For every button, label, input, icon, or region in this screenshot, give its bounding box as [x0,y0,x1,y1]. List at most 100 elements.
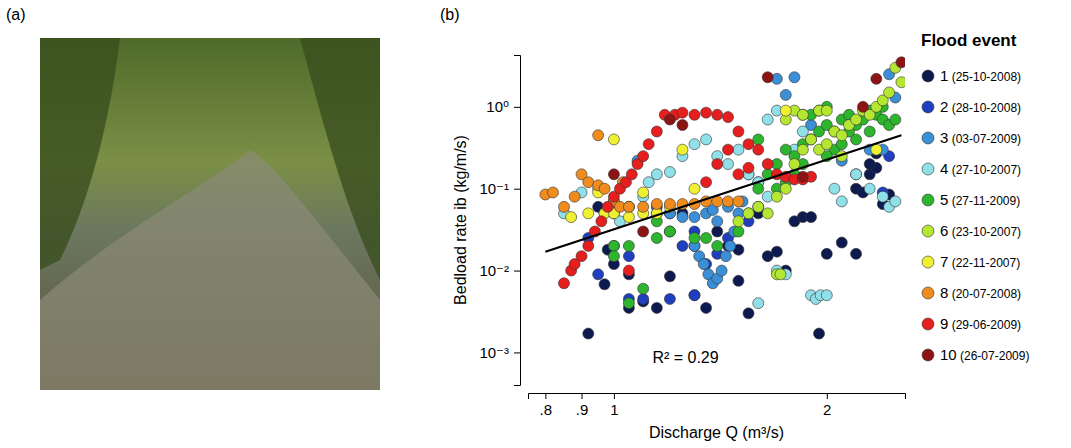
x-tick-mark [582,393,583,399]
y-tick-label: 10⁻² [479,262,509,279]
point [733,126,744,137]
y-tick: 10⁻¹ [479,180,520,197]
point [701,107,712,118]
x-tick: 2 [823,393,831,418]
point [651,232,662,243]
legend-marker [922,318,934,330]
point [743,208,754,219]
point [753,201,764,212]
y-axis: 10⁻³10⁻²10⁻¹10⁰ [479,56,520,386]
point [836,196,847,207]
point [623,240,634,251]
legend-label: 2 (28-10-2008) [940,98,1021,115]
point [664,226,675,237]
point [877,191,888,202]
series [558,105,900,309]
point [712,216,723,227]
point [547,187,558,198]
point [689,109,700,120]
series [733,62,905,280]
point [723,144,734,155]
point [720,251,731,262]
point [806,212,817,223]
point [762,208,773,219]
photo-stream [40,150,380,390]
point [608,169,619,180]
point [638,201,649,212]
legend-label: 7 (22-11-2007) [940,253,1020,270]
x-tick: 1 [610,393,618,418]
y-axis-title: Bedload rate ib (kg/m/s) [452,135,469,305]
point [743,308,754,319]
point [836,130,847,141]
point [896,57,905,68]
point [821,105,832,116]
point [664,199,675,210]
legend-marker [922,101,934,113]
y-tick-mark [514,189,520,190]
point [677,120,688,131]
point [651,199,662,210]
point [638,187,649,198]
legend-marker [922,225,934,237]
point [677,240,688,251]
point [677,144,688,155]
point [851,169,862,180]
point [593,269,604,280]
point [623,251,634,262]
point [689,290,700,301]
point [638,226,649,237]
legend-label: 8 (20-07-2008) [940,284,1021,301]
point [677,212,688,223]
point [583,328,594,339]
x-tick-label: .8 [540,401,553,418]
point [596,216,607,227]
point [851,248,862,259]
series [608,57,905,237]
point [797,109,808,120]
point [725,240,736,251]
legend-label: 6 (23-10-2007) [940,222,1021,239]
point [558,278,569,289]
point [599,279,610,290]
point [716,265,727,276]
point [723,196,734,207]
point [762,251,773,262]
point [733,169,744,180]
point [821,290,832,301]
legend-label: 10 (26-07-2009) [940,346,1029,363]
photo-trees [40,38,380,280]
x-tick-mark [545,393,546,399]
photo [40,38,380,390]
annotation: R² = 0.29 [652,349,718,366]
point [583,240,594,251]
point [829,183,840,194]
point [762,114,773,125]
point [797,171,808,182]
legend-label: 1 (25-10-2008) [940,67,1021,84]
point [821,248,832,259]
point [762,72,773,83]
point [884,87,895,98]
point [638,283,649,294]
point [566,212,577,223]
point [623,201,634,212]
point [623,298,634,309]
point [797,126,808,137]
point [701,177,712,188]
point [753,144,764,155]
point [608,251,619,262]
point [780,89,791,100]
point [583,177,594,188]
series [583,148,895,339]
y-tick-mark [514,271,520,272]
point [771,191,782,202]
point [701,134,712,145]
point [593,130,604,141]
x-tick: .8 [540,393,553,418]
y-tick-label: 10⁻³ [479,344,509,361]
point [743,162,754,173]
point [851,114,862,125]
point [689,139,700,150]
point [743,139,754,150]
